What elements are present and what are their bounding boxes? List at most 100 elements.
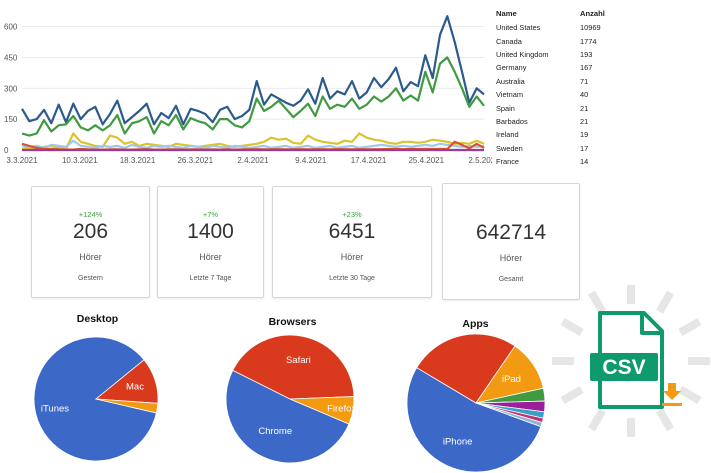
- country-name: France: [496, 157, 520, 167]
- pie-title-desktop: Desktop: [76, 313, 119, 325]
- country-name: Australia: [496, 76, 525, 86]
- ray: [560, 318, 584, 336]
- ray: [560, 386, 584, 404]
- x-tick-label: 2.4.2021: [237, 156, 269, 165]
- x-tick-label: 17.4.2021: [351, 156, 387, 165]
- ray: [678, 318, 702, 336]
- country-name: Canada: [496, 36, 522, 46]
- country-name: Spain: [496, 103, 515, 113]
- country-name: Vietnam: [496, 90, 523, 100]
- country-count: 10969: [580, 23, 601, 33]
- x-tick-label: 26.3.2021: [177, 156, 213, 165]
- x-tick-label: 9.4.2021: [295, 156, 327, 165]
- stat-unit: Hörer: [199, 252, 222, 262]
- pie-slice: [232, 334, 355, 400]
- stat-label: Gestern: [78, 275, 103, 282]
- ray: [588, 408, 606, 432]
- ray: [678, 386, 702, 404]
- stat-label: Gesamt: [498, 276, 524, 283]
- pie-slice-label: Chrome: [258, 426, 292, 437]
- country-name: United Kingdom: [496, 49, 549, 59]
- y-tick-label: 0: [4, 146, 9, 155]
- country-row: Australia 71: [496, 75, 610, 88]
- country-row: United States 10969: [496, 21, 610, 34]
- y-tick-label: 600: [4, 23, 18, 32]
- sunburst-rays: [552, 285, 710, 437]
- x-tick-label: 10.3.2021: [62, 156, 98, 165]
- country-row: Germany 167: [496, 61, 610, 74]
- x-tick-label: 18.3.2021: [120, 156, 156, 165]
- ray: [656, 408, 674, 432]
- csv-file-icon: CSV: [590, 311, 664, 409]
- country-count: 193: [580, 49, 593, 59]
- country-count: 167: [580, 63, 593, 73]
- pie-slice-label: iPhone: [443, 437, 473, 448]
- listeners-line-chart: 0 150 300 450 600 3.3.2021 10.3.2021 18.3.2021 2…: [4, 15, 492, 165]
- stat-change: +23%: [342, 210, 362, 219]
- pie-slice-label: iTunes: [41, 404, 69, 415]
- stat-card-total: 642714 Hörer Gesamt: [442, 183, 580, 300]
- stat-label: Letzte 7 Tage: [189, 275, 232, 282]
- stat-value: 642714: [475, 221, 547, 244]
- y-tick-label: 450: [4, 53, 18, 62]
- country-count: 14: [580, 157, 589, 167]
- stat-unit: Hörer: [79, 252, 102, 262]
- country-table-header: Name Anzahl: [496, 6, 610, 21]
- series-line: [21, 15, 485, 126]
- pie-slice: [33, 336, 157, 462]
- x-tick-label: 3.3.2021: [6, 156, 38, 165]
- stat-change: +124%: [78, 210, 103, 219]
- country-name: United States: [496, 23, 541, 33]
- country-count: 21: [580, 116, 589, 126]
- pie-slice: [225, 369, 350, 464]
- pie-slice: [289, 396, 355, 425]
- pie-title-browsers: Browsers: [268, 316, 317, 328]
- country-row: Barbados 21: [496, 115, 610, 128]
- ray: [627, 285, 635, 304]
- country-count: 1774: [580, 36, 597, 46]
- stat-label: Letzte 30 Tage: [329, 275, 375, 282]
- ray: [656, 290, 674, 314]
- series-line: [21, 56, 485, 137]
- header-count: Anzahl: [580, 9, 605, 18]
- ray: [627, 418, 635, 437]
- y-tick-label: 300: [4, 84, 18, 93]
- apps-pie-chart: iPhone iPad: [406, 333, 546, 473]
- stat-card-last-7-days: +7% 1400 Hörer Letzte 7 Tage: [157, 186, 264, 298]
- browsers-pie-chart: Chrome Safari Firefox: [225, 334, 356, 464]
- x-tick-label: 25.4.2021: [408, 156, 444, 165]
- stat-value: 1400: [187, 220, 234, 243]
- country-name: Barbados: [496, 116, 528, 126]
- pie-slice-label: iPad: [502, 374, 521, 385]
- pie-slice-label: Safari: [286, 355, 311, 366]
- country-row: Spain 21: [496, 101, 610, 114]
- ray: [552, 357, 574, 365]
- country-row: France 14: [496, 155, 610, 168]
- country-row: Ireland 19: [496, 128, 610, 141]
- country-name: Ireland: [496, 130, 519, 140]
- country-count: 19: [580, 130, 589, 140]
- pie-slice: [406, 367, 542, 473]
- country-row: Vietnam 40: [496, 88, 610, 101]
- country-row: Sweden 17: [496, 142, 610, 155]
- stat-card-last-30-days: +23% 6451 Hörer Letzte 30 Tage: [272, 186, 432, 298]
- country-row: United Kingdom 193: [496, 48, 610, 61]
- stat-card-yesterday: +124% 206 Hörer Gestern: [31, 186, 150, 298]
- stat-value: 206: [72, 220, 109, 243]
- stat-change: +7%: [202, 210, 219, 219]
- stat-value: 6451: [328, 220, 376, 243]
- desktop-pie-chart: iTunes Mac: [33, 336, 159, 462]
- country-row: Canada 1774: [496, 34, 610, 47]
- stat-unit: Hörer: [499, 253, 523, 263]
- country-name: Germany: [496, 63, 527, 73]
- csv-label: CSV: [602, 356, 645, 379]
- country-count: 40: [580, 90, 589, 100]
- csv-download-button[interactable]: CSV: [552, 285, 710, 437]
- stat-unit: Hörer: [340, 252, 364, 262]
- pie-slice: [475, 402, 543, 428]
- header-name: Name: [496, 9, 517, 18]
- download-arrow-icon: [662, 383, 682, 406]
- ray: [588, 290, 606, 314]
- pie-slice: [95, 398, 159, 414]
